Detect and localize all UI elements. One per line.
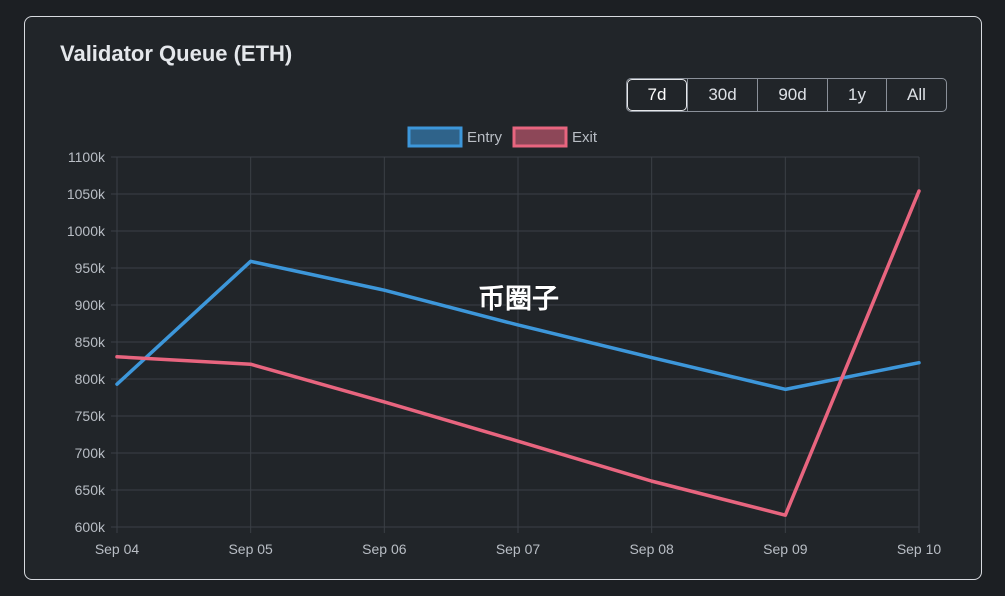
data-point-exit bbox=[917, 189, 921, 193]
y-tick-label: 800k bbox=[75, 371, 106, 387]
y-tick-label: 1000k bbox=[67, 223, 106, 239]
data-point-entry bbox=[516, 323, 520, 327]
data-point-exit bbox=[516, 439, 520, 443]
data-point-entry bbox=[249, 259, 253, 263]
legend-swatch-exit bbox=[512, 126, 568, 148]
data-point-entry bbox=[650, 356, 654, 360]
watermark-text: 币圈子 bbox=[478, 284, 559, 315]
x-tick-label: Sep 09 bbox=[763, 541, 808, 557]
y-tick-label: 750k bbox=[75, 408, 106, 424]
x-tick-label: Sep 07 bbox=[496, 541, 541, 557]
x-tick-label: Sep 04 bbox=[95, 541, 140, 557]
y-tick-label: 900k bbox=[75, 297, 106, 313]
x-tick-label: Sep 06 bbox=[362, 541, 407, 557]
legend-label-exit: Exit bbox=[572, 129, 598, 146]
y-tick-label: 650k bbox=[75, 482, 106, 498]
data-point-entry bbox=[115, 382, 119, 386]
y-tick-label: 850k bbox=[75, 334, 106, 350]
data-point-exit bbox=[115, 355, 119, 359]
chart-card: Validator Queue (ETH) 7d 30d 90d 1y All bbox=[24, 16, 982, 580]
x-tick-label: Sep 05 bbox=[228, 541, 273, 557]
data-point-exit bbox=[783, 513, 787, 517]
card-title: Validator Queue (ETH) bbox=[60, 41, 293, 66]
range-90d-button[interactable]: 90d bbox=[757, 79, 827, 111]
data-point-exit bbox=[382, 400, 386, 404]
y-tick-label: 950k bbox=[75, 260, 106, 276]
y-tick-label: 600k bbox=[75, 519, 106, 535]
legend-swatch-entry bbox=[407, 126, 463, 148]
legend-label-entry: Entry bbox=[467, 129, 503, 146]
time-range-selector: 7d 30d 90d 1y All bbox=[626, 78, 947, 112]
data-point-exit bbox=[249, 362, 253, 366]
x-tick-label: Sep 10 bbox=[897, 541, 942, 557]
range-30d-button[interactable]: 30d bbox=[687, 79, 757, 111]
x-tick-label: Sep 08 bbox=[629, 541, 674, 557]
range-1y-button[interactable]: 1y bbox=[827, 79, 886, 111]
data-point-entry bbox=[783, 387, 787, 391]
watermark-ring-icon bbox=[428, 270, 464, 324]
range-7d-button[interactable]: 7d bbox=[627, 79, 687, 111]
data-point-entry bbox=[382, 288, 386, 292]
y-tick-label: 1100k bbox=[68, 149, 106, 165]
y-tick-label: 700k bbox=[75, 445, 106, 461]
range-all-button[interactable]: All bbox=[886, 79, 946, 111]
y-tick-label: 1050k bbox=[67, 186, 106, 202]
watermark-logo: 币圈子 bbox=[428, 270, 560, 324]
data-point-entry bbox=[917, 361, 921, 365]
data-point-exit bbox=[650, 479, 654, 483]
